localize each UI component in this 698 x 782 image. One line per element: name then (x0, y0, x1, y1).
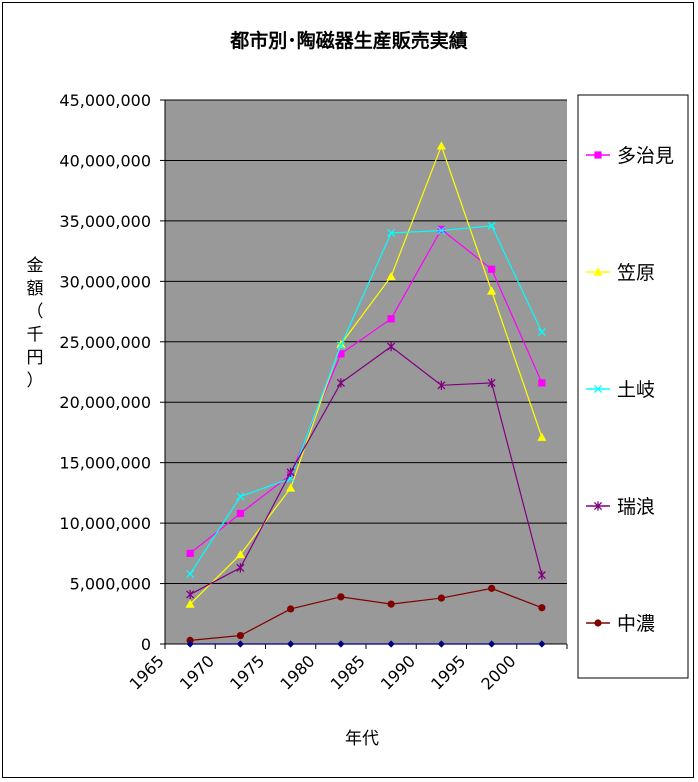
x-axis-title: 年代 (345, 729, 379, 749)
x-axis: 1965 1970 1975 1980 1985 1990 1995 2000 (126, 644, 568, 694)
data-point (538, 640, 546, 648)
y-tick-label: 0 (141, 635, 151, 654)
data-point (538, 379, 546, 387)
data-point (437, 640, 445, 648)
data-point (537, 328, 546, 337)
data-point (186, 589, 195, 600)
data-point (186, 569, 195, 578)
x-tick-label: 1970 (176, 651, 218, 693)
data-point (236, 509, 244, 518)
data-point (437, 225, 445, 233)
data-point (236, 631, 244, 640)
data-point (538, 604, 546, 612)
series-line (189, 228, 543, 554)
data-point (337, 593, 345, 601)
y-tick-label: 20,000,000 (59, 393, 151, 412)
data-point (387, 600, 395, 608)
series-layer (185, 141, 547, 648)
legend-label: 土岐 (617, 379, 655, 401)
data-point (488, 265, 496, 273)
data-point (287, 640, 295, 648)
data-point (186, 549, 194, 557)
y-tick-label: 15,000,000 (59, 454, 151, 473)
y-tick-label: 40,000,000 (59, 151, 151, 170)
data-point (336, 339, 346, 348)
data-point (186, 636, 194, 644)
data-point (537, 570, 546, 580)
data-point (236, 492, 245, 501)
series-line (190, 587, 543, 641)
x-tick-label: 2000 (477, 651, 519, 693)
y-tick-label: 5,000,000 (70, 575, 151, 594)
data-point (235, 549, 245, 559)
legend-marker (593, 384, 603, 394)
x-tick-label: 1985 (327, 651, 369, 693)
data-point (387, 640, 395, 648)
data-point (185, 599, 195, 608)
data-point (186, 640, 194, 648)
legend-marker (594, 151, 602, 159)
x-tick-label: 1965 (126, 651, 168, 693)
data-point (537, 432, 547, 441)
y-tick-label: 30,000,000 (59, 272, 151, 291)
y-tick-label: 45,000,000 (59, 91, 151, 110)
data-point (336, 378, 345, 388)
series-line (189, 345, 543, 595)
chart-title: 都市別･陶磁器生産販売実績 (229, 29, 468, 52)
data-point (437, 380, 446, 390)
legend-marker (593, 501, 603, 511)
data-point (487, 286, 497, 295)
legend-marker (593, 267, 603, 276)
x-tick-label: 1980 (276, 651, 318, 693)
data-point (387, 228, 396, 238)
legend-label: 多治見 (617, 145, 674, 167)
data-point (387, 342, 396, 352)
data-point (436, 141, 446, 150)
x-tick-label: 1975 (226, 651, 268, 693)
data-point (386, 271, 396, 281)
y-tick-label: 35,000,000 (59, 212, 151, 231)
y-tick-label: 10,000,000 (59, 514, 151, 533)
data-point (337, 640, 345, 648)
legend-label: 瑞浪 (617, 496, 655, 518)
data-point (487, 221, 496, 230)
data-point (487, 378, 496, 388)
x-tick-label: 1990 (377, 651, 419, 693)
data-point (287, 605, 295, 613)
data-point (286, 467, 295, 477)
series-line (189, 225, 543, 575)
data-point (236, 640, 244, 648)
data-point (488, 640, 496, 648)
data-point (437, 226, 446, 235)
legend-label: 笠原 (617, 262, 655, 284)
data-point (337, 350, 345, 358)
data-point (437, 594, 445, 602)
data-point (488, 584, 496, 592)
x-tick-label: 1995 (427, 651, 469, 693)
data-point (387, 315, 395, 323)
data-point (336, 341, 345, 350)
data-point (286, 483, 296, 492)
y-axis-title: 金額（千円） (27, 256, 44, 391)
series-line (189, 144, 543, 605)
y-tick-label: 25,000,000 (59, 333, 151, 352)
plot-area (165, 100, 567, 644)
data-point (236, 563, 245, 573)
legend-marker (594, 619, 602, 627)
legend-label: 中濃 (617, 613, 655, 635)
